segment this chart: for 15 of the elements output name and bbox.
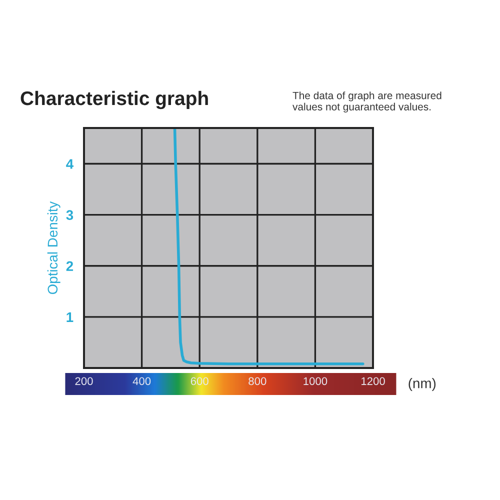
x-tick-label: 1000 <box>304 377 328 386</box>
x-tick-label: 400 <box>132 377 151 386</box>
text: The data of graph are measured values not guaranteed values. <box>292 92 442 112</box>
y-tick-label: 1 <box>66 312 74 322</box>
line-series <box>173 128 364 366</box>
x-tick-label: 800 <box>248 377 266 386</box>
x-tick-label: 1200 <box>361 377 385 386</box>
y-tick-label: 4 <box>66 159 74 169</box>
x-tick-label: 600 <box>190 377 208 386</box>
y-axis-title: Optical Density <box>47 201 60 294</box>
y-tick-label: 2 <box>66 261 74 271</box>
y-tick-label: 3 <box>66 210 74 220</box>
x-tick-label: 200 <box>75 377 93 386</box>
chart-title: Characteristic graph <box>20 90 208 110</box>
x-axis-title: (nm) <box>408 378 436 391</box>
